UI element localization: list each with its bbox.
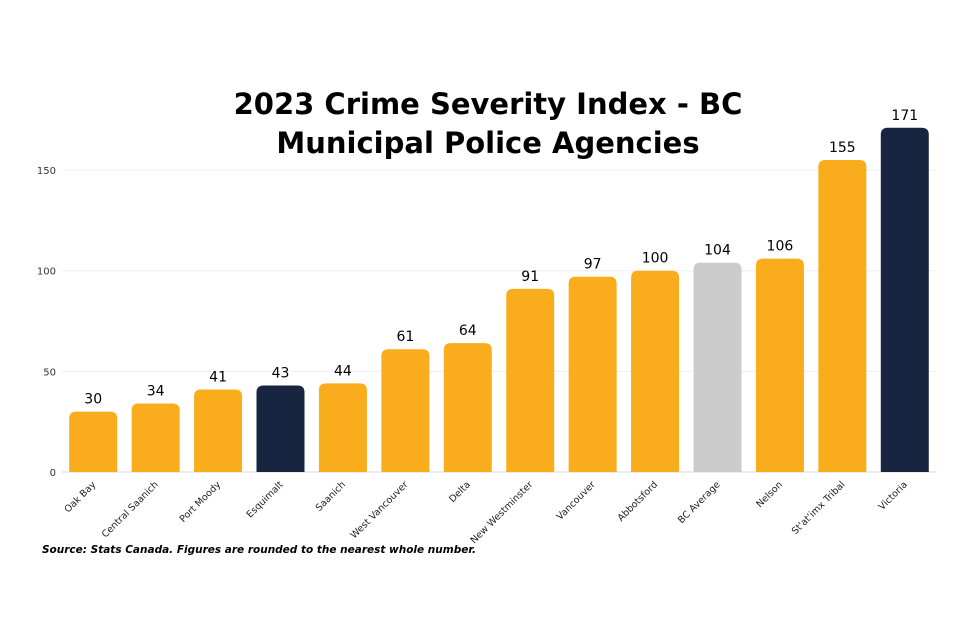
source-note: Source: Stats Canada. Figures are rounde… (42, 544, 477, 556)
data-label: 104 (704, 243, 731, 259)
data-label: 91 (521, 269, 539, 285)
data-label: 41 (209, 369, 227, 385)
bar-2 (194, 389, 243, 472)
y-tick-label: 50 (43, 367, 56, 378)
x-tick-label: Victoria (877, 479, 910, 512)
data-label: 44 (334, 363, 352, 379)
bar-4 (318, 383, 367, 472)
bar-10 (693, 262, 742, 472)
x-tick-label: Abbotsford (616, 479, 661, 524)
bar-11 (755, 258, 804, 472)
bar-8 (568, 276, 617, 472)
x-tick-label: BC Average (676, 479, 723, 526)
bar-0 (69, 411, 118, 472)
bar-12 (818, 159, 867, 473)
bar-13 (880, 127, 929, 472)
bar-5 (381, 349, 430, 472)
bar-7 (506, 288, 555, 472)
chart-title-line-1: 2023 Crime Severity Index - BC (233, 87, 743, 121)
bar-9 (631, 270, 680, 472)
data-label: 34 (147, 384, 165, 400)
chart-title-line-2: Municipal Police Agencies (276, 126, 700, 160)
bar-1 (131, 403, 180, 472)
x-tick-label: St'at'imx Tribal (790, 479, 848, 537)
data-label: 171 (891, 108, 918, 124)
data-label: 61 (396, 329, 414, 345)
y-tick-label: 100 (37, 267, 56, 278)
x-tick-label: Central Saanich (100, 479, 161, 540)
data-label: 64 (459, 323, 477, 339)
x-tick-label: Oak Bay (62, 479, 98, 515)
x-tick-label: Esquimalt (245, 479, 286, 520)
bar-6 (443, 343, 492, 472)
y-tick-label: 0 (50, 468, 56, 479)
y-tick-label: 150 (37, 166, 56, 177)
x-tick-label: Vancouver (555, 479, 598, 522)
x-tick-label: Saanich (314, 479, 348, 513)
data-label: 43 (272, 365, 290, 381)
x-tick-label: Nelson (754, 479, 785, 510)
data-label: 155 (829, 140, 856, 156)
data-label: 106 (767, 239, 794, 255)
x-tick-label: Delta (447, 479, 473, 505)
data-label: 30 (84, 392, 102, 408)
x-tick-label: Port Moody (178, 479, 224, 525)
x-tick-label: New Westminster (469, 479, 536, 546)
data-label: 100 (642, 251, 669, 267)
bar-3 (256, 385, 305, 472)
data-label: 97 (584, 257, 602, 273)
x-tick-label: West Vancouver (349, 479, 411, 541)
